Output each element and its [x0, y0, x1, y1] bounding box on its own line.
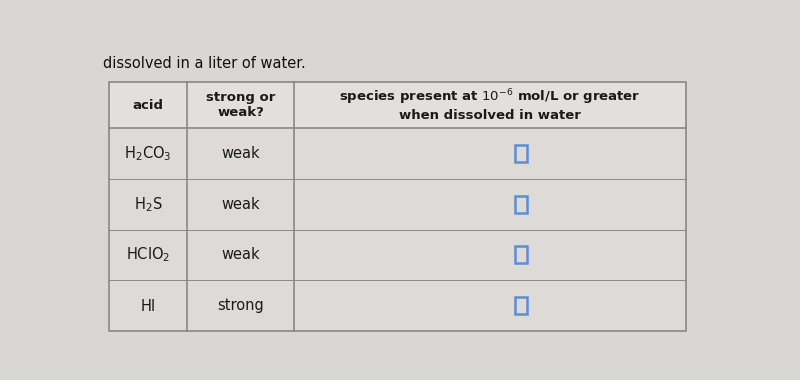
Text: strong: strong — [217, 298, 264, 313]
Bar — [110, 280, 686, 331]
Bar — [110, 128, 686, 179]
Text: acid: acid — [133, 99, 164, 112]
Text: $\mathrm{H_2CO_3}$: $\mathrm{H_2CO_3}$ — [125, 144, 172, 163]
Bar — [514, 246, 527, 263]
Text: weak: weak — [221, 197, 260, 212]
Bar — [514, 196, 527, 213]
Text: $\mathrm{HClO_2}$: $\mathrm{HClO_2}$ — [126, 245, 170, 264]
Text: $\mathrm{HI}$: $\mathrm{HI}$ — [140, 298, 156, 314]
Text: dissolved in a liter of water.: dissolved in a liter of water. — [103, 56, 306, 71]
Bar — [110, 82, 686, 128]
Bar — [110, 230, 686, 280]
Text: strong or
weak?: strong or weak? — [206, 91, 275, 119]
Bar — [110, 82, 686, 331]
Bar — [110, 179, 686, 230]
Text: $\mathrm{H_2S}$: $\mathrm{H_2S}$ — [134, 195, 162, 214]
Bar — [514, 145, 527, 162]
Text: species present at $10^{-6}$ mol/L or greater
when dissolved in water: species present at $10^{-6}$ mol/L or gr… — [339, 88, 641, 122]
Bar — [514, 297, 527, 314]
Text: weak: weak — [221, 146, 260, 161]
Text: weak: weak — [221, 247, 260, 262]
